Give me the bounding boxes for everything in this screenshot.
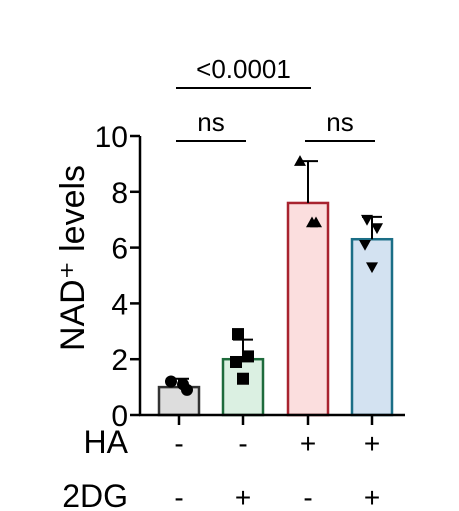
- data-point-4-4: [366, 262, 378, 274]
- condition-table: HA - - + +2DG - + - +: [62, 424, 380, 511]
- significance-label-1: <0.0001: [196, 54, 291, 84]
- significance-layer: <0.0001 ns ns: [176, 54, 375, 142]
- data-point-3-3: [310, 216, 322, 228]
- data-point-2-4: [237, 372, 249, 385]
- y-axis: 0 2 4 6 8 10: [95, 121, 405, 433]
- y-tick-label-2: 2: [111, 344, 128, 377]
- data-point-2-3: [230, 355, 242, 368]
- data-point-1-1: [165, 375, 177, 388]
- data-point-1-3: [181, 383, 193, 396]
- data-point-4-3: [359, 240, 371, 251]
- significance-label-3: ns: [326, 107, 353, 137]
- condition-ha-1: -: [174, 428, 183, 459]
- bar-2: [221, 357, 265, 417]
- condition-2dg-1: -: [174, 482, 183, 511]
- condition-label-2dg: 2DG: [62, 478, 128, 511]
- points-layer: [165, 155, 383, 396]
- significance-label-2: ns: [197, 107, 224, 137]
- bar-3: [286, 201, 330, 417]
- condition-label-ha: HA: [84, 424, 129, 460]
- error-bars-layer: [169, 160, 382, 388]
- y-tick-label-0: 0: [111, 400, 128, 433]
- condition-2dg-4: +: [364, 482, 380, 511]
- condition-ha-4: +: [364, 428, 380, 459]
- condition-2dg-3: -: [303, 482, 312, 511]
- y-axis-label: NAD⁺ levels: [54, 165, 92, 351]
- condition-ha-2: -: [238, 428, 247, 459]
- data-point-2-2: [242, 350, 254, 363]
- condition-ha-3: +: [300, 428, 316, 459]
- y-tick-label-4: 4: [111, 288, 128, 321]
- data-point-4-2: [371, 223, 383, 235]
- condition-2dg-2: +: [235, 482, 251, 511]
- data-point-2-1: [232, 328, 244, 341]
- bar-1: [157, 385, 201, 417]
- y-tick-label-8: 8: [111, 177, 128, 210]
- y-tick-label-10: 10: [95, 121, 128, 154]
- bars-layer: [157, 201, 394, 417]
- y-tick-label-6: 6: [111, 233, 128, 266]
